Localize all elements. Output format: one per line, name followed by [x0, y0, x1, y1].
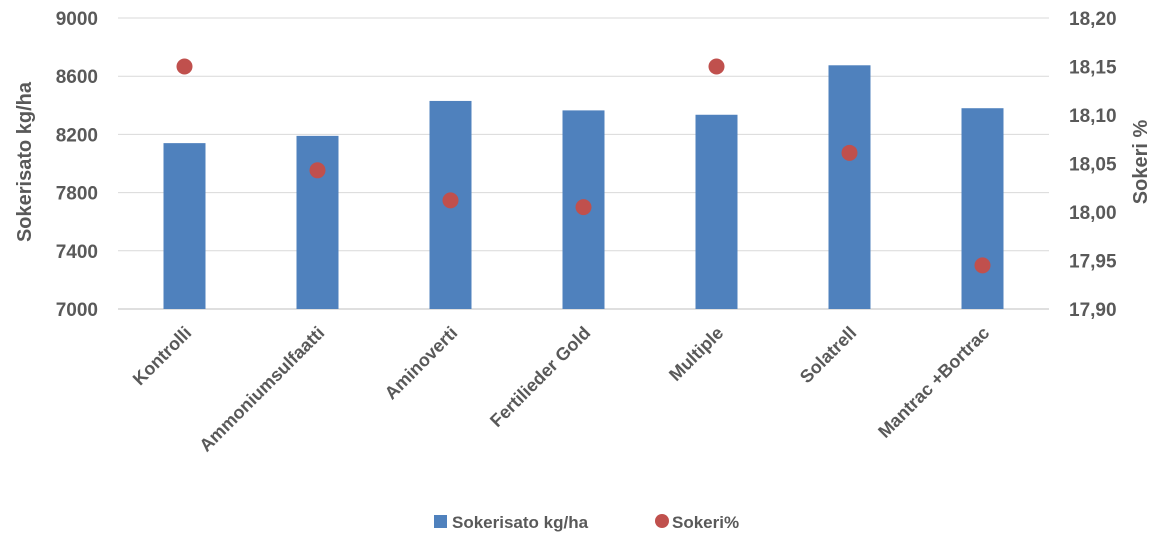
- legend-point-swatch: [655, 514, 669, 528]
- right-tick-label: 18,10: [1069, 106, 1117, 127]
- left-tick-label: 7400: [56, 242, 98, 263]
- legend: Sokerisato kg/ha Sokeri%: [434, 513, 739, 532]
- category-axis-labels: Kontrolli Ammoniumsulfaatti Aminoverti Fert…: [129, 323, 993, 456]
- point: [309, 162, 326, 179]
- point: [176, 58, 193, 75]
- legend-bar-label: Sokerisato kg/ha: [452, 513, 589, 532]
- right-tick-label: 18,20: [1069, 9, 1117, 30]
- legend-bar-swatch: [434, 515, 447, 528]
- category-label: Aminoverti: [381, 323, 462, 404]
- left-axis-title: Sokerisato kg/ha: [14, 81, 36, 242]
- category-label: Solatrell: [796, 323, 860, 387]
- left-tick-label: 7800: [56, 184, 98, 205]
- point: [575, 199, 592, 216]
- bar-series: [163, 65, 1004, 310]
- right-axis-title: Sokeri %: [1130, 120, 1152, 205]
- left-tick-label: 9000: [56, 9, 98, 30]
- bar: [828, 65, 871, 309]
- right-tick-label: 17,95: [1069, 252, 1117, 273]
- bar: [961, 108, 1004, 310]
- point: [841, 144, 858, 161]
- left-tick-label: 8600: [56, 67, 98, 88]
- bar: [163, 143, 206, 309]
- right-tick-label: 18,00: [1069, 203, 1117, 224]
- right-tick-label: 17,90: [1069, 300, 1117, 321]
- left-tick-label: 7000: [56, 300, 98, 321]
- left-axis-ticks: 7000 7400 7800 8200 8600 9000: [56, 9, 98, 321]
- bar: [695, 114, 738, 309]
- right-axis-ticks: 17,90 17,95 18,00 18,05 18,10 18,15 18,20: [1069, 9, 1117, 321]
- category-label: Kontrolli: [129, 323, 195, 389]
- point: [974, 257, 991, 274]
- right-tick-label: 18,05: [1069, 155, 1117, 176]
- right-tick-label: 18,15: [1069, 58, 1117, 79]
- point: [708, 58, 725, 75]
- point: [442, 192, 459, 209]
- legend-point-label: Sokeri%: [672, 513, 739, 532]
- category-label: Fertilieder Gold: [486, 323, 594, 431]
- category-label: Ammoniumsulfaatti: [195, 323, 328, 456]
- category-label: Multiple: [665, 323, 727, 385]
- bar: [296, 135, 339, 309]
- category-label: Mantrac +Bortrac: [874, 323, 993, 442]
- left-tick-label: 8200: [56, 125, 98, 146]
- point-series: [176, 58, 991, 274]
